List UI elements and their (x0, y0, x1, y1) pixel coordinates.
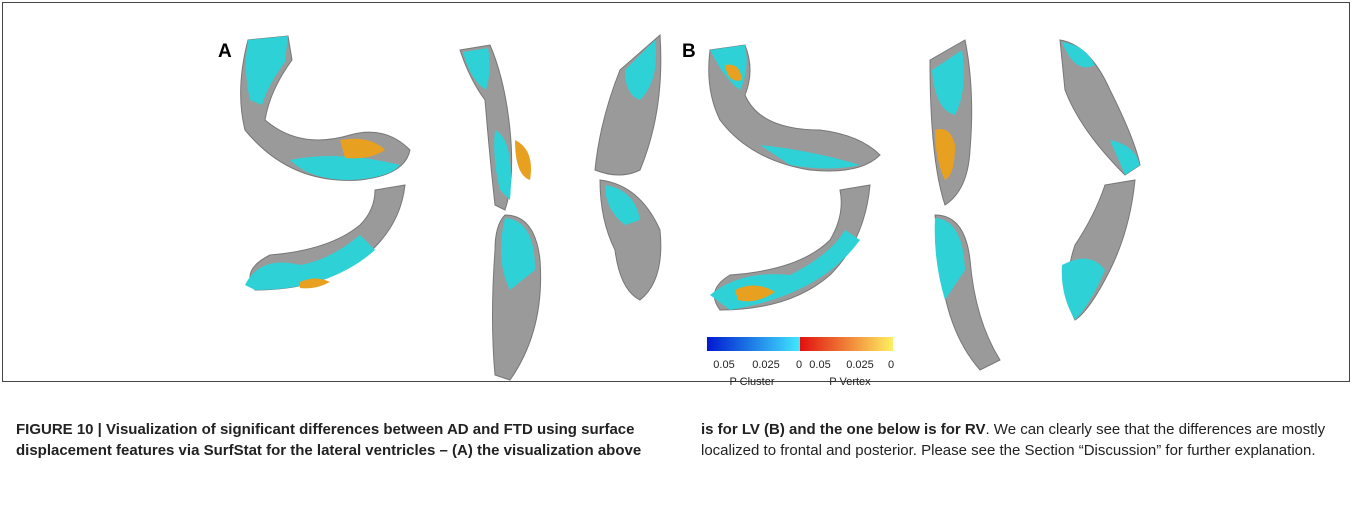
panel-label: A (218, 41, 232, 62)
colorbar-tick: 0 (796, 359, 802, 371)
colorbar-tick: 0.025 (752, 359, 780, 371)
colorbar-cluster (707, 337, 800, 351)
colorbar-tick: 0.05 (713, 359, 734, 371)
panel-label: B (682, 41, 696, 62)
colorbar-tick: 0.025 (846, 359, 874, 371)
colorbar-label: P Vertex (829, 376, 871, 388)
figure: A B (218, 33, 1141, 388)
caption: FIGURE 10 | Visualization of significant… (16, 419, 1336, 461)
colorbar-label: P Cluster (729, 376, 774, 388)
figure-frame (2, 2, 1350, 382)
caption-bold: FIGURE 10 | Visualization of significant… (16, 421, 986, 459)
colorbar-tick: 0 (888, 359, 894, 371)
colorbar-vertex (800, 337, 893, 351)
caption-text: . We can clearly see that the difference… (701, 421, 1326, 459)
ventricle-renders (240, 33, 1141, 381)
colorbar-tick: 0.05 (809, 359, 830, 371)
